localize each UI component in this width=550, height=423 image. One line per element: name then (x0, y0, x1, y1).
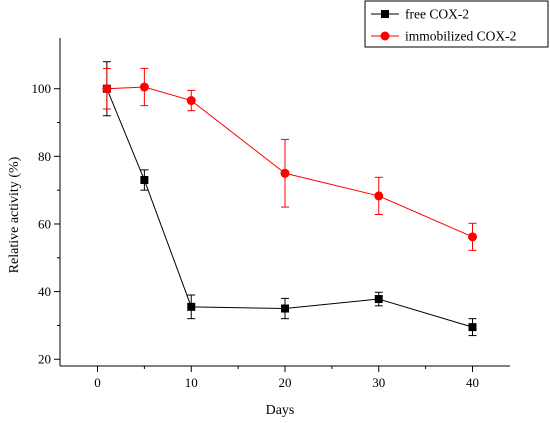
data-point (139, 82, 149, 92)
y-tick-label: 40 (38, 284, 51, 299)
x-tick-label: 20 (279, 375, 292, 390)
data-point (374, 191, 384, 201)
data-point (468, 232, 477, 242)
data-point (374, 295, 383, 304)
legend: free COX-2 immobilized COX-2 (364, 0, 549, 48)
series-2 (102, 67, 477, 251)
x-axis-label: Days (266, 403, 295, 418)
data-point (187, 302, 196, 311)
y-axis-label: Relative activity (%) (7, 156, 22, 273)
series-1 (102, 61, 477, 337)
legend-label: immobilized COX-2 (405, 29, 516, 44)
legend-marker (380, 31, 390, 41)
legend-box (364, 0, 549, 48)
data-point (186, 96, 196, 106)
data-point (280, 168, 290, 178)
x-tick-label: 10 (185, 375, 198, 390)
y-tick-label: 100 (32, 81, 52, 96)
x-tick-label: 0 (94, 375, 101, 390)
series-line (106, 88, 473, 328)
x-tick-label: 30 (372, 375, 385, 390)
y-tick-label: 20 (38, 352, 51, 367)
y-tick-label: 80 (38, 149, 51, 164)
data-point (140, 176, 149, 185)
x-tick-label: 40 (466, 375, 479, 390)
series-line (106, 86, 473, 238)
axes: 0 10 20 30 40 20 40 60 80 100 (32, 38, 510, 390)
y-tick-label: 60 (38, 216, 51, 231)
legend-marker (381, 10, 389, 18)
data-point (468, 323, 477, 332)
data-point (102, 84, 112, 94)
legend-label: free COX-2 (405, 7, 469, 22)
data-point (281, 304, 289, 313)
series-layer (102, 61, 477, 337)
